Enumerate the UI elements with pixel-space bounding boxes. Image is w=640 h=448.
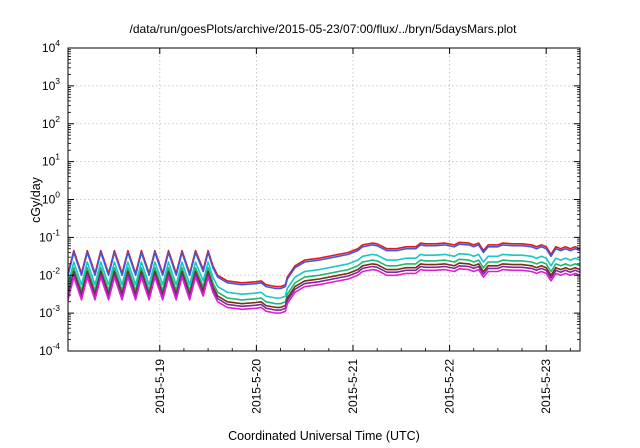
y-tick-label: 103 bbox=[42, 76, 60, 93]
y-tick-label: 101 bbox=[42, 152, 60, 169]
y-tick-exponent: 0 bbox=[55, 190, 60, 200]
y-tick-base: 10 bbox=[39, 344, 53, 358]
y-tick-label: 104 bbox=[42, 38, 60, 55]
x-tick-label: 2015-5-21 bbox=[346, 359, 360, 414]
series-line-4 bbox=[67, 258, 581, 305]
x-tick-label: 2015-5-20 bbox=[249, 359, 263, 414]
y-tick-base: 10 bbox=[39, 306, 53, 320]
x-tick-label: 2015-5-23 bbox=[539, 359, 553, 414]
y-tick-exponent: 4 bbox=[55, 38, 60, 48]
y-tick-base: 10 bbox=[39, 268, 53, 282]
y-tick-exponent: -3 bbox=[52, 303, 60, 313]
y-tick-base: 10 bbox=[42, 155, 56, 169]
x-axis: 2015-5-19 2015-5-20 2015-5-21 2015-5-22 2015… bbox=[153, 48, 571, 414]
y-tick-exponent: 2 bbox=[55, 114, 60, 124]
x-tick-label: 2015-5-22 bbox=[443, 359, 457, 414]
y-tick-label: 10-1 bbox=[39, 227, 60, 244]
y-tick-exponent: -2 bbox=[52, 265, 60, 275]
x-tick-label: 2015-5-19 bbox=[153, 359, 167, 414]
y-tick-label: 100 bbox=[42, 190, 60, 207]
y-tick-label: 10-4 bbox=[39, 341, 60, 358]
y-axis-label: cGy/day bbox=[29, 176, 43, 223]
y-tick-label: 10-3 bbox=[39, 303, 60, 320]
chart-title: /data/run/goesPlots/archive/2015-05-23/0… bbox=[130, 22, 518, 36]
y-tick-exponent: 1 bbox=[55, 152, 60, 162]
y-tick-label: 102 bbox=[42, 114, 60, 131]
y-tick-exponent: -1 bbox=[52, 227, 60, 237]
series-lines bbox=[67, 241, 581, 314]
series-line-6 bbox=[67, 264, 581, 311]
y-tick-base: 10 bbox=[42, 41, 56, 55]
grid-lines bbox=[68, 48, 580, 351]
x-axis-label: Coordinated Universal Time (UTC) bbox=[228, 429, 420, 443]
y-tick-base: 10 bbox=[42, 79, 56, 93]
series-line-2 bbox=[67, 243, 581, 290]
series-line-7 bbox=[67, 267, 581, 314]
y-tick-label: 10-2 bbox=[39, 265, 60, 282]
y-tick-base: 10 bbox=[42, 117, 56, 131]
y-tick-base: 10 bbox=[39, 230, 53, 244]
y-tick-exponent: -4 bbox=[52, 341, 60, 351]
y-tick-base: 10 bbox=[42, 193, 56, 207]
series-line-3 bbox=[67, 252, 581, 299]
series-line-5 bbox=[67, 262, 581, 309]
y-tick-exponent: 3 bbox=[55, 76, 60, 86]
